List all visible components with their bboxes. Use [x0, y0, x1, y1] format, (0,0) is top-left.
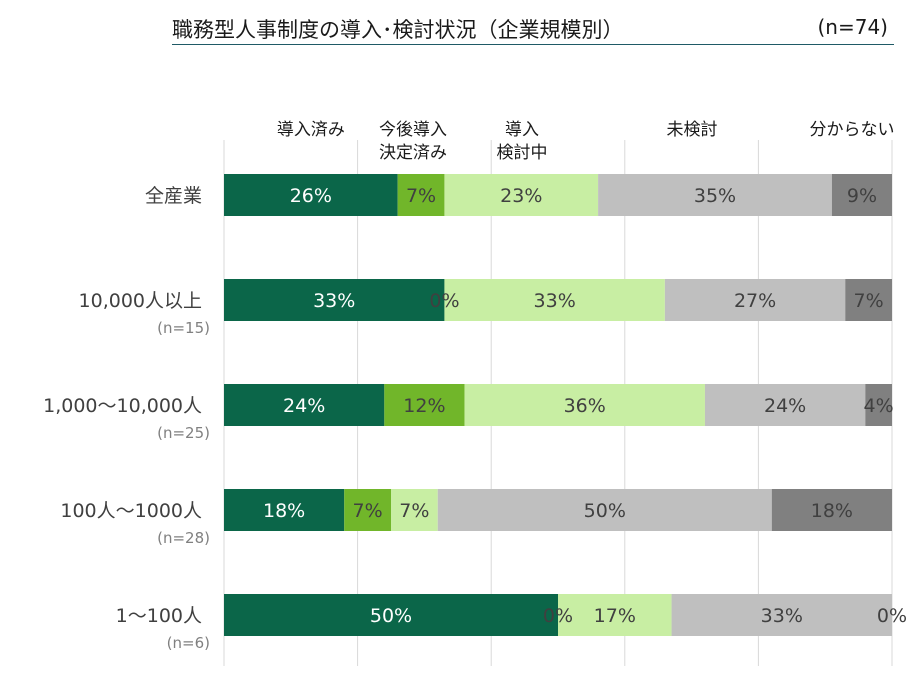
data-label: 4%	[864, 395, 894, 417]
category-n-label: (n=28)	[157, 529, 210, 547]
data-label: 35%	[694, 185, 736, 207]
data-label: 24%	[283, 395, 325, 417]
bar-segment	[664, 279, 846, 321]
data-label: 33%	[761, 605, 803, 627]
bar-segment	[224, 489, 345, 531]
bar-segment	[831, 174, 892, 216]
data-label: 17%	[594, 605, 636, 627]
category-labels: 全産業 10,000人以上 (n=15) 1,000～10,000人 (n=25) 100…	[43, 185, 210, 652]
legend-entry-2: 検討中	[497, 143, 548, 163]
category-n-label: (n=25)	[157, 424, 210, 442]
data-label: 18%	[811, 500, 853, 522]
bar-segment	[598, 174, 832, 216]
legend-entry-2: 導入	[505, 120, 539, 140]
data-label: 7%	[406, 185, 436, 207]
category-label: 1,000～10,000人	[43, 395, 202, 417]
category-label: 1～100人	[116, 605, 202, 627]
data-label: 7%	[854, 290, 884, 312]
category-label: 100人～1000人	[60, 500, 202, 522]
bar-segment	[771, 489, 892, 531]
bar-segment	[865, 384, 892, 426]
legend-entry-1: 今後導入	[379, 120, 447, 140]
data-label: 0%	[877, 605, 907, 627]
chart-sample-size: (n=74)	[817, 15, 889, 39]
data-label: 50%	[370, 605, 412, 627]
bar-segment	[344, 489, 391, 531]
data-label: 7%	[353, 500, 383, 522]
data-label: 18%	[263, 500, 305, 522]
data-label: 36%	[564, 395, 606, 417]
data-label: 24%	[764, 395, 806, 417]
bar-segment	[224, 384, 385, 426]
bar-segment	[464, 384, 705, 426]
bar-segment	[444, 279, 665, 321]
data-label: 7%	[399, 500, 429, 522]
legend-entry-3: 未検討	[667, 120, 718, 140]
legend-entry-4: 分からない	[810, 120, 895, 140]
bar-segment	[671, 594, 892, 636]
bar-segment	[558, 594, 672, 636]
bar-segment	[437, 489, 772, 531]
legend-entry-1: 決定済み	[379, 143, 447, 163]
data-label: 27%	[734, 290, 776, 312]
data-labels: 26% 7% 23% 35% 9% 33% 0% 33% 27% 7% 24% 12% 36% 24% 4%…	[263, 185, 907, 627]
bar-segment	[224, 594, 558, 636]
data-label: 12%	[403, 395, 445, 417]
bar-segment	[391, 489, 438, 531]
data-label: 26%	[290, 185, 332, 207]
bar-segment	[384, 384, 465, 426]
data-label: 23%	[500, 185, 542, 207]
chart-title: 職務型人事制度の導入･検討状況（企業規模別） (n=74)	[172, 8, 894, 45]
chart-title-text: 職務型人事制度の導入･検討状況（企業規模別）	[172, 18, 624, 42]
bars	[224, 174, 892, 636]
bar-segment	[845, 279, 892, 321]
bar-segment	[444, 174, 599, 216]
legend-entry-0: 導入済み	[277, 120, 345, 140]
category-n-label: (n=6)	[167, 634, 210, 652]
data-label: 33%	[313, 290, 355, 312]
bar-segment	[397, 174, 445, 216]
category-label: 10,000人以上	[79, 290, 202, 312]
data-label: 0%	[429, 290, 459, 312]
category-label: 全産業	[145, 185, 202, 207]
bar-segment	[224, 279, 445, 321]
bar-segment	[704, 384, 866, 426]
data-label: 33%	[534, 290, 576, 312]
category-n-label: (n=15)	[157, 319, 210, 337]
data-label: 9%	[847, 185, 877, 207]
bar-segment	[224, 174, 398, 216]
data-label: 50%	[584, 500, 626, 522]
data-label: 0%	[543, 605, 573, 627]
